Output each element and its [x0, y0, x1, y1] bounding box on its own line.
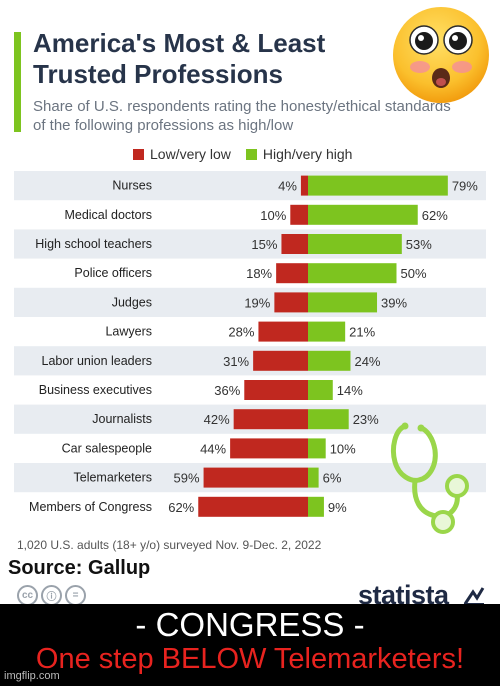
title-accent-bar: [14, 32, 21, 132]
category-label: Members of Congress: [29, 500, 152, 514]
category-label: Business executives: [39, 383, 152, 397]
meme-banner: [0, 604, 500, 686]
category-label: Car salespeople: [62, 441, 152, 455]
bar-high: [308, 467, 319, 488]
banner-headline: - CONGRESS -: [135, 606, 365, 643]
bar-high: [308, 321, 346, 342]
data-label-high: 21%: [349, 325, 375, 340]
bar-low: [258, 321, 308, 342]
data-label-low: 59%: [174, 471, 200, 486]
bar-high: [308, 496, 324, 517]
row-band: [14, 346, 486, 376]
banner-tagline: One step BELOW Telemarketers!: [35, 643, 465, 675]
data-label-high: 14%: [337, 383, 363, 398]
data-label-low: 44%: [200, 441, 226, 456]
data-label-high: 62%: [422, 208, 448, 223]
data-label-low: 19%: [244, 295, 270, 310]
chart-legend: Low/very low High/very high: [133, 146, 367, 162]
data-label-low: 31%: [223, 354, 249, 369]
data-label-low: 42%: [204, 412, 230, 427]
data-label-low: 28%: [228, 325, 254, 340]
bar-high: [308, 204, 418, 225]
data-label-low: 18%: [246, 266, 272, 281]
legend-swatch-high: [245, 148, 257, 160]
bar-high: [308, 380, 333, 400]
bar-low: [276, 263, 308, 284]
no-derivatives-icon[interactable]: =: [65, 585, 86, 606]
bar-low: [290, 204, 308, 225]
data-label-low: 36%: [214, 383, 240, 398]
source-label: Source: Gallup: [8, 557, 151, 579]
bar-low: [244, 380, 308, 400]
survey-footnote: 1,020 U.S. adults (18+ y/o) surveyed Nov…: [17, 538, 322, 552]
data-label-high: 9%: [328, 500, 347, 515]
legend-item-low: Low/very low: [133, 146, 231, 162]
bar-high: [308, 438, 326, 459]
data-label-high: 6%: [323, 471, 342, 486]
bar-high: [308, 409, 349, 430]
category-label: High school teachers: [35, 237, 152, 251]
data-label-high: 10%: [330, 441, 356, 456]
bar-high: [308, 292, 378, 313]
category-label: Medical doctors: [64, 208, 152, 222]
stethoscope-icon: [390, 422, 469, 534]
category-label: Nurses: [112, 179, 152, 193]
bar-high: [308, 175, 448, 196]
category-label: Labor union leaders: [42, 354, 153, 368]
license-icons: cc ⓘ =: [17, 585, 89, 606]
diverging-bar-chart: Nurses 4% 79% Medical doctors 10% 62% High sch…: [14, 171, 486, 517]
data-label-high: 24%: [354, 354, 380, 369]
bar-low: [300, 175, 308, 196]
row-band: [14, 287, 486, 317]
legend-label-low: Low/very low: [150, 146, 231, 162]
attribution-icon[interactable]: ⓘ: [41, 585, 62, 606]
bar-low: [198, 496, 308, 517]
data-label-low: 15%: [251, 237, 277, 252]
data-label-high: 39%: [381, 295, 407, 310]
data-label-high: 23%: [353, 412, 379, 427]
category-label: Telemarketers: [74, 471, 153, 485]
data-label-low: 62%: [168, 500, 194, 515]
row-band: [14, 229, 486, 259]
category-label: Police officers: [74, 266, 152, 280]
creative-commons-icon[interactable]: cc: [17, 585, 38, 606]
bar-high: [308, 263, 397, 284]
data-label-high: 79%: [452, 179, 478, 194]
imgflip-watermark: imgflip.com: [4, 670, 60, 682]
legend-item-high: High/very high: [245, 146, 353, 162]
data-label-low: 4%: [278, 179, 297, 194]
data-label-high: 50%: [401, 266, 427, 281]
bar-high: [308, 234, 402, 254]
category-label: Lawyers: [105, 325, 152, 339]
bar-low: [281, 234, 308, 254]
astonished-emoji-icon: [393, 7, 489, 103]
bar-low: [230, 438, 308, 459]
bar-low: [203, 467, 308, 488]
bar-low: [233, 409, 308, 430]
data-label-high: 53%: [406, 237, 432, 252]
legend-label-high: High/very high: [262, 146, 353, 162]
chart-title: America's Most & Least Trusted Professio…: [33, 28, 326, 89]
data-label-low: 10%: [260, 208, 286, 223]
chart-subtitle: Share of U.S. respondents rating the hon…: [33, 98, 451, 134]
bar-low: [274, 292, 308, 313]
bar-high: [308, 350, 351, 371]
statista-logo-icon: [463, 587, 485, 606]
legend-swatch-low: [133, 148, 144, 160]
category-label: Judges: [112, 295, 152, 309]
bar-low: [253, 350, 308, 371]
category-label: Journalists: [92, 412, 152, 426]
